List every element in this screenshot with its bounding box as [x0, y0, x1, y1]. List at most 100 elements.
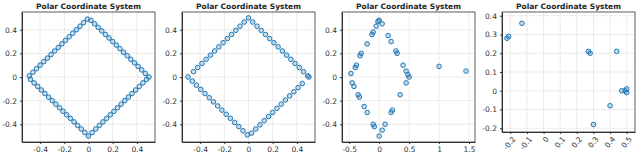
tick: -0.5 — [342, 142, 357, 154]
point — [357, 95, 362, 100]
x-axis: -0.4 -0.2 0 0.2 0.4 — [183, 142, 316, 154]
point — [370, 32, 375, 37]
tick: -0.2 — [217, 142, 232, 154]
point — [365, 42, 370, 47]
tick: -0.2 — [322, 97, 342, 106]
point — [258, 123, 263, 128]
point — [380, 128, 385, 133]
tick: 0.2 — [5, 49, 22, 58]
point — [238, 24, 243, 29]
point — [591, 122, 596, 127]
grid-line — [22, 124, 155, 125]
point — [191, 69, 196, 74]
grid-line — [22, 53, 155, 54]
tick: 0.4 — [291, 142, 303, 154]
tick-label: -0.4 — [2, 120, 17, 129]
tick: 0 — [87, 142, 92, 154]
grid-line — [342, 29, 475, 30]
point — [296, 85, 301, 90]
point — [255, 24, 260, 29]
point — [372, 124, 377, 129]
grid-line — [182, 77, 315, 78]
tick-label: 0.2 — [267, 145, 279, 154]
title: Polar Coordinate System — [356, 2, 461, 11]
tick-label: 0.3 — [586, 135, 601, 150]
grid-line — [182, 29, 315, 30]
point — [200, 61, 205, 66]
tick-label: -0.2 — [2, 97, 17, 106]
tick: 0.4 — [131, 142, 143, 154]
point — [250, 20, 255, 25]
tick: -0.1 — [482, 105, 502, 114]
point — [263, 32, 268, 37]
tick-label: -0.4 — [193, 145, 208, 154]
point — [224, 112, 229, 117]
point — [195, 65, 200, 70]
point — [266, 114, 271, 119]
plot-frame — [502, 12, 635, 132]
point — [624, 90, 629, 95]
tick-label: 0 — [541, 135, 551, 145]
point — [520, 21, 525, 26]
point — [242, 20, 247, 25]
tick-label: 0.5 — [404, 145, 416, 154]
tick-label: 0.2 — [570, 135, 585, 150]
grid-line — [502, 72, 635, 73]
tick-label: 0.2 — [325, 49, 337, 58]
point — [198, 87, 203, 92]
grid-line — [22, 77, 155, 78]
tick: 0.5 — [404, 142, 416, 154]
point — [215, 104, 220, 109]
point — [353, 65, 358, 70]
point — [262, 118, 267, 123]
tick-label: -0.2 — [217, 145, 232, 154]
tick: 0.2 — [267, 142, 279, 154]
point — [208, 53, 213, 58]
tick-label: 0 — [247, 145, 252, 154]
tick: 0.2 — [570, 132, 585, 150]
tick: 0.2 — [107, 142, 119, 154]
tick: 0.4 — [485, 12, 502, 21]
point — [365, 110, 370, 115]
point — [380, 22, 385, 27]
point — [394, 49, 399, 54]
tick: 0.4 — [5, 26, 22, 35]
tick-label: -0.1 — [482, 105, 497, 114]
tick: -0.4 — [33, 142, 48, 154]
tick-label: 1.5 — [464, 145, 476, 154]
tick: 1.5 — [464, 142, 476, 154]
grid-line — [342, 124, 475, 125]
point — [228, 116, 233, 121]
point — [437, 64, 442, 69]
tick-label: 0 — [377, 145, 382, 154]
tick-label: -0.5 — [342, 145, 357, 154]
point — [211, 100, 216, 105]
grid — [182, 12, 315, 142]
tick: -0.4 — [322, 120, 342, 129]
tick: 0.1 — [485, 68, 502, 77]
point — [287, 94, 292, 99]
tick-label: -0.4 — [322, 120, 337, 129]
plot-background — [502, 12, 635, 132]
y-axis: -0.2-0.100.10.20.30.4 — [482, 12, 502, 133]
grid-line — [22, 100, 155, 101]
plot-background — [182, 12, 315, 142]
point — [404, 81, 409, 86]
point — [229, 32, 234, 37]
tick-label: 0.1 — [553, 135, 568, 150]
point — [272, 40, 277, 45]
point — [221, 40, 226, 45]
point — [389, 39, 394, 44]
point — [186, 75, 191, 80]
tick-label: 0.2 — [165, 49, 177, 58]
tick: 0.2 — [325, 49, 342, 58]
tick-label: 0.4 — [165, 26, 177, 35]
point — [297, 65, 302, 70]
tick: -0.4 — [2, 120, 22, 129]
point — [352, 84, 357, 89]
point — [225, 36, 230, 41]
tick-label: -0.2 — [501, 135, 517, 152]
grid — [342, 12, 475, 142]
tick: 0 — [332, 73, 342, 82]
y-axis: -0.4-0.200.20.4 — [2, 13, 22, 143]
